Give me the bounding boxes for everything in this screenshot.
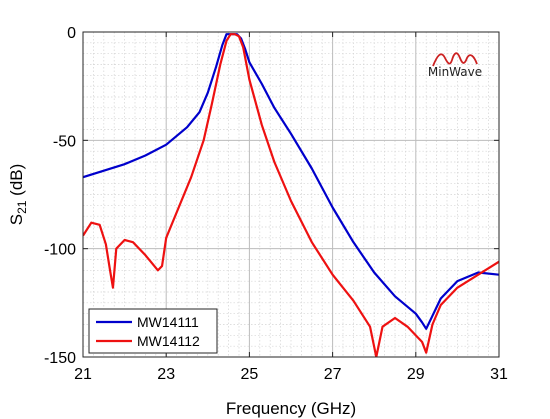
y-axis-title: S21 (dB): [7, 164, 29, 226]
series-layer: [83, 33, 499, 357]
x-tick-label: 27: [324, 366, 342, 383]
y-tick-label: -50: [53, 133, 76, 150]
x-tick-label: 29: [407, 366, 425, 383]
y-axis-title-subscript: 21: [15, 200, 29, 214]
legend-label: MW14112: [137, 333, 200, 349]
x-tick-label: 31: [490, 366, 508, 383]
x-axis-title: Frequency (GHz): [226, 399, 356, 418]
x-tick-label: 23: [157, 366, 175, 383]
minwave-logo: MinWave: [428, 52, 482, 79]
y-axis-title-main: S: [7, 214, 26, 225]
y-tick-label: -150: [44, 350, 76, 367]
x-tick-label: 21: [74, 366, 92, 383]
x-tick-label: 25: [241, 366, 259, 383]
minwave-logo-wave-icon: [432, 52, 478, 67]
series-line-mw14111: [83, 33, 499, 330]
legend-box: [88, 308, 218, 354]
y-tick-label: -100: [44, 242, 76, 259]
legend: MW14111 MW14112: [88, 308, 218, 354]
plot-frame: [82, 31, 500, 358]
legend-label: MW14111: [137, 314, 199, 330]
series-line-mw14112: [83, 33, 499, 357]
y-tick-label: 0: [67, 25, 76, 42]
minwave-logo-text: MinWave: [428, 65, 482, 79]
y-axis-title-unit: (dB): [7, 164, 26, 201]
tick-labels: 21 23 25 27 29 31 0 -50 -100 -150: [44, 25, 508, 383]
